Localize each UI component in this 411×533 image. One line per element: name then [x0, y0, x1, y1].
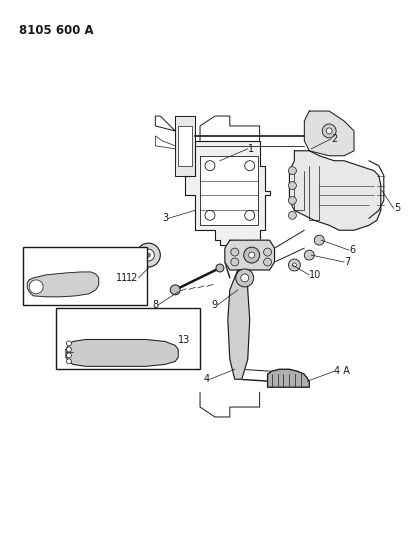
- Circle shape: [67, 341, 72, 346]
- Polygon shape: [27, 272, 99, 297]
- Circle shape: [326, 128, 332, 134]
- Circle shape: [67, 359, 72, 364]
- Circle shape: [289, 212, 296, 219]
- Text: 8105 600 A: 8105 600 A: [19, 23, 94, 37]
- Bar: [56, 308, 200, 369]
- Circle shape: [170, 285, 180, 295]
- Text: 5: 5: [394, 204, 400, 213]
- Circle shape: [236, 269, 254, 287]
- Circle shape: [289, 197, 296, 205]
- Text: 6: 6: [349, 245, 355, 255]
- Text: 13: 13: [178, 335, 190, 344]
- Circle shape: [241, 274, 249, 282]
- Polygon shape: [289, 151, 381, 230]
- Circle shape: [249, 252, 255, 258]
- Text: 8: 8: [152, 300, 158, 310]
- Circle shape: [304, 250, 314, 260]
- Polygon shape: [185, 141, 270, 245]
- Bar: [178, 126, 192, 166]
- Circle shape: [244, 247, 260, 263]
- Circle shape: [205, 211, 215, 220]
- Polygon shape: [225, 240, 275, 270]
- Text: 11: 11: [115, 273, 128, 283]
- Circle shape: [322, 124, 336, 138]
- Text: 3: 3: [162, 213, 168, 223]
- Circle shape: [263, 248, 272, 256]
- Circle shape: [29, 280, 43, 294]
- Circle shape: [292, 263, 296, 267]
- Polygon shape: [66, 340, 178, 366]
- Circle shape: [216, 264, 224, 272]
- Circle shape: [289, 259, 300, 271]
- Circle shape: [314, 235, 324, 245]
- Circle shape: [245, 161, 255, 171]
- Circle shape: [143, 249, 155, 261]
- Polygon shape: [268, 369, 309, 387]
- Text: 4: 4: [204, 374, 210, 384]
- Text: 4 A: 4 A: [334, 366, 350, 376]
- Polygon shape: [175, 116, 195, 175]
- Circle shape: [231, 248, 239, 256]
- Polygon shape: [228, 270, 250, 379]
- Text: 10: 10: [309, 270, 321, 280]
- Circle shape: [67, 347, 72, 352]
- Text: 1: 1: [248, 144, 254, 154]
- Bar: [23, 247, 148, 305]
- Circle shape: [289, 182, 296, 190]
- Circle shape: [67, 353, 72, 358]
- Circle shape: [289, 167, 296, 175]
- Circle shape: [136, 243, 160, 267]
- Text: 2: 2: [331, 134, 337, 144]
- Circle shape: [263, 258, 272, 266]
- Circle shape: [205, 161, 215, 171]
- Text: 12: 12: [126, 273, 139, 283]
- Circle shape: [231, 258, 239, 266]
- Polygon shape: [304, 111, 354, 156]
- Polygon shape: [200, 156, 258, 225]
- Text: 7: 7: [344, 257, 350, 267]
- Circle shape: [245, 211, 255, 220]
- Text: 9: 9: [212, 300, 218, 310]
- Circle shape: [146, 253, 150, 257]
